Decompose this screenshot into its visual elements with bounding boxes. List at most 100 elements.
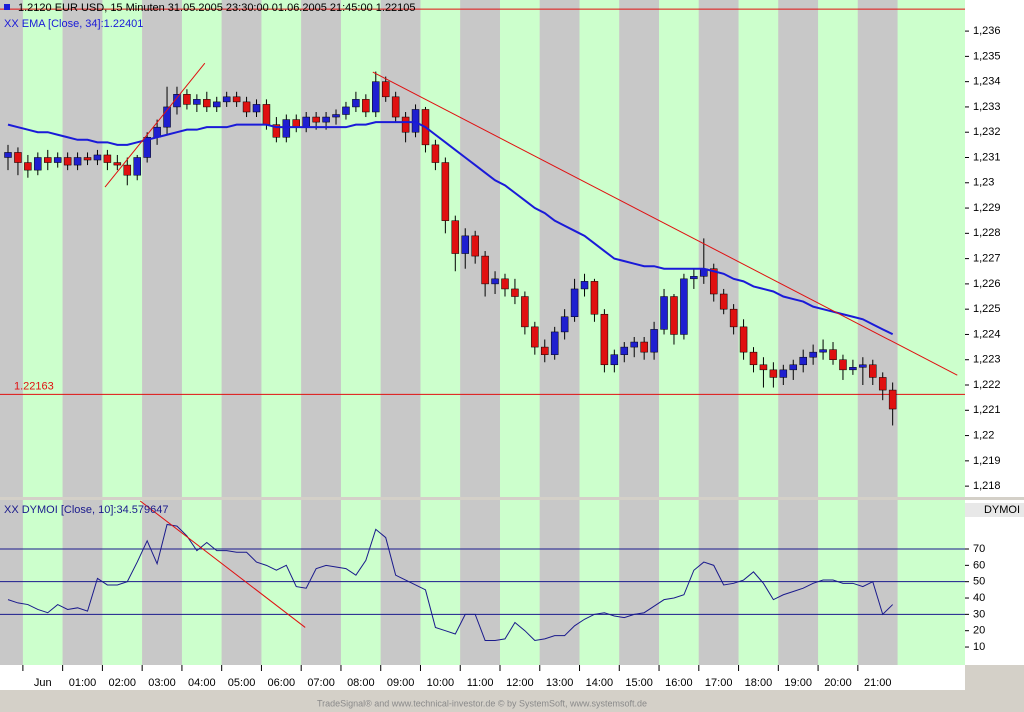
candle-body [799,356,807,366]
candle-body [610,354,619,366]
candle-body [739,326,748,353]
candle-body [362,99,370,113]
candle-body [431,144,440,163]
stripe [500,500,540,665]
candle-body [670,296,678,335]
x-tick-label: 04:00 [188,677,216,689]
candle-body [749,351,758,366]
x-tick-label: 07:00 [307,677,335,689]
candle-body [501,278,509,290]
stripe [778,0,819,497]
y-tick-label: 30 [973,608,985,620]
x-tick-label: 11:00 [467,677,494,689]
candle-body [789,364,798,371]
stripe [301,0,341,497]
candle-body [203,99,211,108]
stripe [818,0,858,497]
candle-body [262,104,271,125]
series-line [7,523,894,642]
y-tick-label: 70 [973,543,985,555]
candle-body [759,364,768,371]
y-tick-label: 1,235 [973,50,1001,62]
candle-body [491,278,499,285]
candle-body [193,99,201,105]
stripe [221,0,262,497]
candle-body [809,351,817,358]
x-tick-label: 14:00 [586,677,614,689]
candle-body [769,369,778,378]
footer: TradeSignal® and www.technical-investor.… [317,698,647,708]
stripe [460,500,500,665]
x-tick-label: 16:00 [665,677,693,689]
candle-body [173,94,181,108]
x-tick-label: 02:00 [109,677,137,689]
stripe [0,500,23,665]
stripe [301,500,341,665]
candle-body [620,346,629,355]
candle-body [600,313,609,366]
stripe [818,500,858,665]
trend-line [139,500,306,628]
stripe [579,500,620,665]
y-tick-label: 1,231 [973,151,1001,163]
x-tick-label: 21:00 [864,677,892,689]
candle-body [322,116,330,123]
candle-body [53,157,62,163]
stripe [579,0,620,497]
y-tick-label: 1,219 [973,455,1001,467]
reference-label: 1.22163 [14,380,54,392]
candle-body [44,157,52,163]
time-axis-bg [0,665,965,690]
candle-body [212,101,221,108]
indicator-axis-bg [965,500,1024,665]
candle-body [650,329,658,353]
x-tick-label: Jun [34,677,52,689]
candle-body [481,255,489,285]
candle-body [779,369,788,378]
candle-body [451,220,460,254]
stripe [659,0,699,497]
candle-body [63,157,72,166]
candle-body [372,81,380,113]
y-tick-label: 1,229 [973,202,1001,214]
stripe [22,500,63,665]
candle-body [550,331,559,355]
candle-body [113,162,122,166]
candle-body [471,235,479,257]
candle-body [133,157,141,176]
candle-body [34,157,42,171]
candle-body [640,341,648,353]
stripe [897,500,965,665]
candle-body [411,109,420,133]
stripe [380,500,421,665]
stripe [22,0,63,497]
candle-body [83,157,92,161]
candle-body [143,137,151,158]
candle-body [302,116,310,128]
candle-body [511,288,519,297]
candle-body [630,341,638,348]
candle-body [352,99,360,108]
legend-entry: XX EMA [Close, 34]:1.22401 [4,18,143,30]
x-tick-label: 01:00 [69,677,97,689]
x-tick-label: 08:00 [347,677,375,689]
candle-body [24,162,32,171]
stripe [539,0,580,497]
candle-body [252,104,261,113]
y-tick-label: 1,224 [973,328,1001,340]
stripe [539,500,580,665]
candle-body [729,308,738,328]
stripe [857,500,898,665]
candle-body [4,152,12,158]
candle-body [381,81,390,98]
x-tick-label: 17:00 [705,677,733,689]
y-tick-label: 1,223 [973,354,1001,366]
candle-body [570,288,579,318]
candle-body [819,349,827,353]
stripe [778,500,819,665]
candle-body [888,389,897,410]
candle-body [282,119,291,138]
stripe [181,0,222,497]
title-icon [4,4,10,10]
